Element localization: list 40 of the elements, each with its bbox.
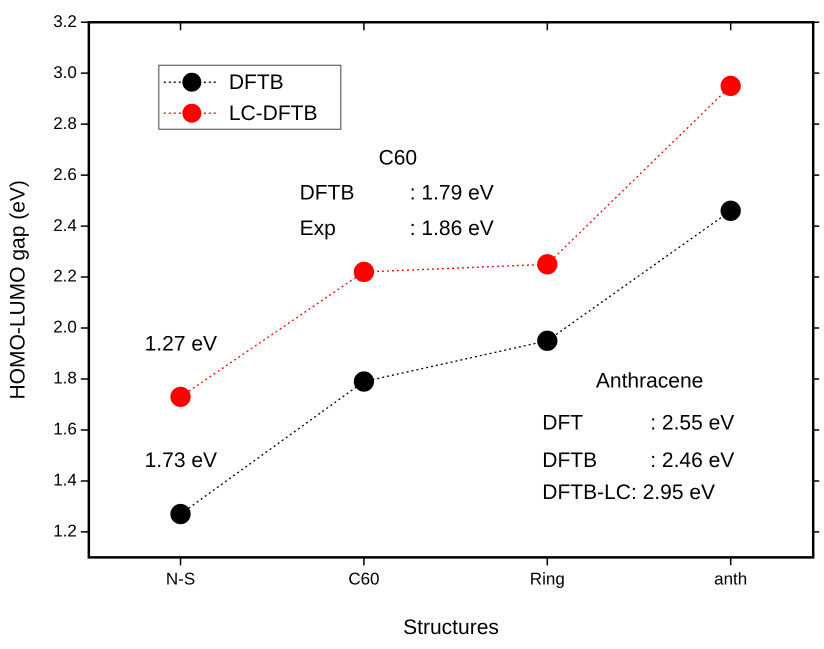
point — [170, 386, 191, 407]
x-tick-label: anth — [714, 569, 748, 588]
point — [720, 76, 741, 96]
annotation: 1.73 eV — [144, 448, 218, 472]
y-tick-label: 2.2 — [53, 266, 77, 286]
x-tick-label: C60 — [348, 569, 380, 588]
annotation: DFTB — [300, 181, 354, 204]
x-tick-label: Ring — [530, 569, 565, 588]
y-tick-label: 1.6 — [53, 420, 77, 439]
y-tick-label: 2.4 — [53, 216, 77, 235]
x-axis-title: Structures — [403, 616, 499, 640]
point — [354, 262, 374, 282]
annotation: DFTB — [542, 448, 598, 472]
point — [537, 254, 558, 274]
y-tick-label: 1.2 — [53, 522, 77, 541]
y-axis-title: HOMO-LUMO gap (eV) — [6, 180, 30, 400]
annotation: : 1.86 eV — [410, 217, 494, 240]
annotation: C60 — [378, 146, 418, 170]
y-tick-label: 1.4 — [53, 470, 77, 490]
annotation: : 1.79 eV — [410, 181, 494, 204]
legend-label: DFTB — [228, 70, 284, 94]
annotation: 1.27 eV — [144, 332, 218, 356]
annotation: DFTB-LC: 2.95 eV — [542, 480, 716, 504]
legend-label: LC-DFTB — [228, 102, 318, 125]
y-tick-label: 1.8 — [53, 368, 77, 388]
y-tick-label: 2.8 — [53, 114, 77, 133]
y-tick-label: 3.2 — [53, 12, 77, 31]
point — [720, 200, 741, 221]
point — [170, 504, 191, 524]
annotation: : 2.46 eV — [650, 448, 734, 472]
y-tick-label: 3.0 — [53, 62, 77, 82]
y-tick-label: 2.6 — [53, 164, 77, 184]
point — [354, 371, 374, 392]
annotation: Anthracene — [596, 370, 704, 393]
annotation: Exp — [300, 217, 336, 240]
point — [537, 330, 558, 351]
x-tick-label: N-S — [166, 569, 196, 588]
annotation: DFT — [542, 411, 584, 434]
y-tick-label: 2.0 — [53, 318, 77, 337]
annotation: : 2.55 eV — [650, 411, 734, 434]
